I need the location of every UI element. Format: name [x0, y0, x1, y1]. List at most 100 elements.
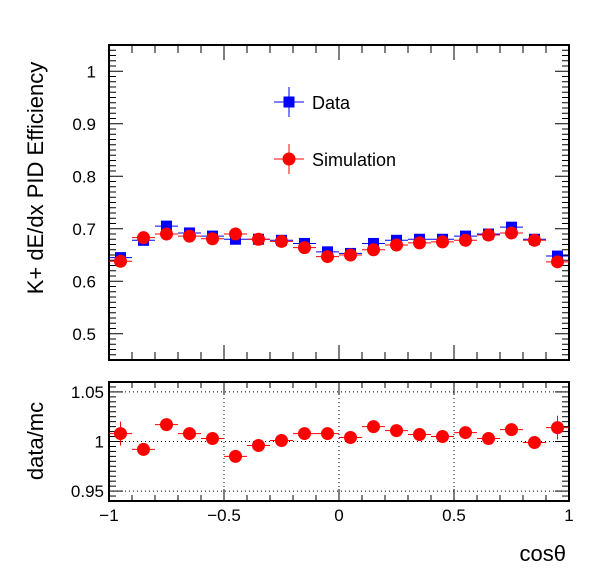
top-y-tick-label: 1 [87, 62, 96, 81]
simulation-point [178, 229, 201, 243]
bottom-y-tick-labels: 0.95 1 1.05 [71, 383, 104, 501]
circle-marker [482, 228, 495, 242]
ratio-point [500, 423, 523, 437]
circle-marker [459, 426, 472, 440]
ratio-point [408, 428, 431, 442]
x-axis-label: cosθ [520, 541, 566, 566]
top-y-tick-label: 0.6 [72, 272, 96, 291]
circle-marker [229, 227, 242, 241]
x-tick-label: −1 [99, 506, 118, 525]
ratio-point [454, 426, 477, 440]
circle-marker [206, 232, 219, 246]
simulation-point [132, 231, 155, 245]
circle-marker [367, 420, 380, 434]
ratio-point [224, 449, 247, 463]
simulation-point [454, 233, 477, 247]
legend-data-marker [274, 87, 304, 117]
ratio-point [201, 432, 224, 446]
circle-marker [298, 241, 311, 255]
circle-marker [298, 427, 311, 441]
bottom-y-tick-label: 1.05 [71, 383, 104, 402]
simulation-point [293, 241, 316, 255]
square-marker [161, 220, 172, 232]
simulation-point [408, 236, 431, 250]
simulation-point [385, 238, 408, 252]
legend-simulation-label: Simulation [312, 150, 396, 170]
simulation-point [247, 232, 270, 246]
circle-marker [252, 232, 265, 246]
ratio-point [523, 435, 546, 449]
ratio-point [316, 427, 339, 441]
bottom-y-tick-label: 0.95 [71, 482, 104, 501]
simulation-point [477, 228, 500, 242]
circle-marker [459, 233, 472, 247]
ratio-point [155, 418, 178, 432]
legend: Data Simulation [274, 87, 396, 174]
circle-marker [505, 226, 518, 240]
circle-marker [528, 435, 541, 449]
ratio-point [385, 424, 408, 438]
simulation-point [339, 248, 362, 262]
circle-marker [390, 238, 403, 252]
circle-marker [367, 243, 380, 257]
ratio-point [132, 442, 155, 456]
bottom-panel-markers [109, 415, 569, 463]
circle-marker [344, 248, 357, 262]
ratio-point [431, 430, 454, 444]
ratio-point [270, 434, 293, 448]
circle-marker [551, 421, 564, 435]
ratio-point [362, 420, 385, 434]
circle-marker [137, 231, 150, 245]
simulation-point [546, 255, 569, 269]
circle-marker [551, 255, 564, 269]
ratio-point [546, 415, 569, 440]
circle-marker [436, 235, 449, 249]
circle-marker [137, 442, 150, 456]
simulation-series [109, 226, 569, 269]
circle-marker [229, 449, 242, 463]
ratio-point [178, 427, 201, 441]
circle-marker [413, 236, 426, 250]
simulation-point [362, 243, 385, 257]
x-tick-label: −0.5 [207, 506, 241, 525]
circle-marker [321, 427, 334, 441]
circle-marker [528, 233, 541, 247]
circle-marker [390, 424, 403, 438]
simulation-point [155, 227, 178, 241]
circle-marker [206, 432, 219, 446]
top-y-tick-label: 0.9 [72, 115, 96, 134]
ratio-point [477, 432, 500, 446]
simulation-point [109, 254, 132, 268]
simulation-point [431, 235, 454, 249]
circle-marker [482, 432, 495, 446]
circle-marker [160, 418, 173, 432]
legend-data-label: Data [312, 93, 351, 113]
legend-simulation-marker [274, 144, 304, 174]
x-tick-label: 0.5 [442, 506, 466, 525]
circle-marker [160, 227, 173, 241]
circle-marker [505, 423, 518, 437]
top-panel-markers [109, 220, 569, 269]
circle-marker [114, 427, 127, 441]
circle-marker [413, 428, 426, 442]
circle-marker [321, 250, 334, 264]
simulation-point [500, 226, 523, 240]
top-panel-ticks [108, 44, 570, 361]
circle-marker [183, 229, 196, 243]
top-y-tick-label: 0.5 [72, 325, 96, 344]
bottom-y-axis-label: data/mc [23, 402, 48, 480]
x-tick-labels: −1 −0.5 0 0.5 1 [99, 506, 573, 525]
circle-marker [275, 434, 288, 448]
ratio-point [109, 421, 132, 446]
ratio-point [293, 427, 316, 441]
circle-marker [344, 431, 357, 445]
bottom-y-tick-label: 1 [95, 433, 104, 452]
top-y-tick-label: 0.7 [72, 220, 96, 239]
simulation-point [224, 227, 247, 241]
simulation-point [523, 233, 546, 247]
bottom-panel-grid [109, 382, 569, 501]
ratio-point [247, 438, 270, 452]
x-tick-label: 0 [334, 506, 343, 525]
top-y-tick-label: 0.8 [72, 167, 96, 186]
top-y-tick-labels: 0.5 0.6 0.7 0.8 0.9 1 [72, 62, 96, 344]
